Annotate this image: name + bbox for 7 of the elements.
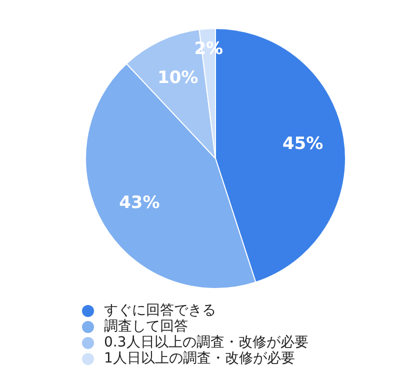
legend-label: 1人日以上の調査・改修が必要 [104, 350, 295, 367]
legend-label: すぐに回答できる [104, 302, 216, 319]
legend-label: 調査して回答 [104, 318, 188, 335]
data-label: 45% [282, 134, 324, 154]
data-label: 10% [158, 68, 198, 88]
legend-label: 0.3人日以上の調査・改修が必要 [104, 334, 308, 351]
data-label: 43% [119, 192, 160, 213]
